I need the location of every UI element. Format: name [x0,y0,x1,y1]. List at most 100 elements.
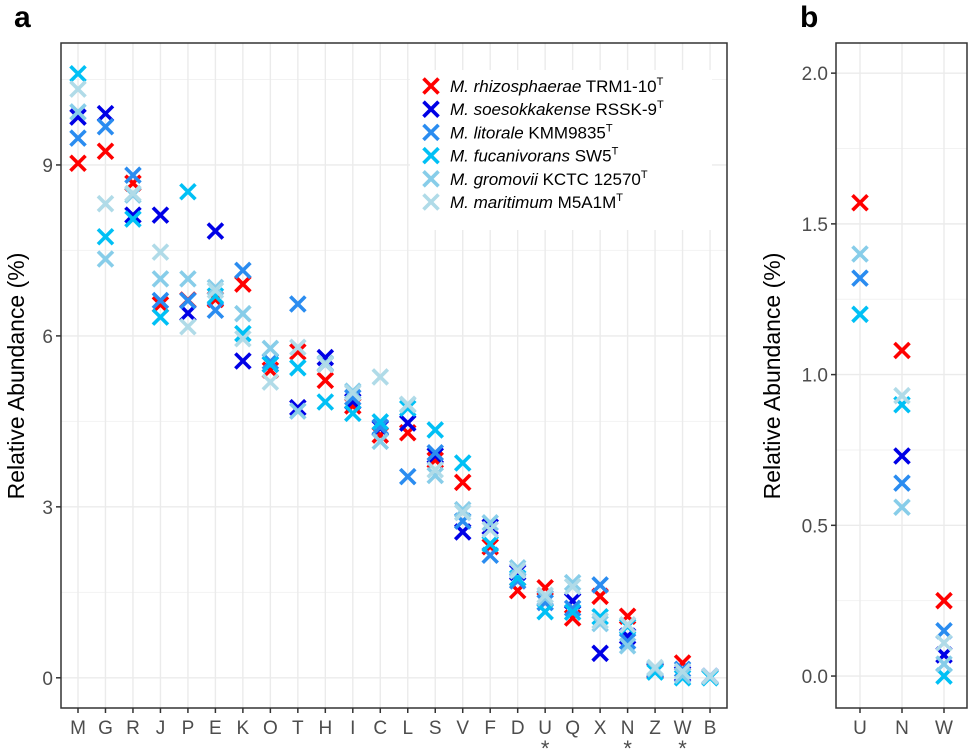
x-tick-label: B [704,718,717,739]
y-tick-label: 1.0 [802,366,828,387]
legend-species: M. litorale [450,123,524,142]
data-point [371,418,390,436]
series-6 [69,80,719,685]
marker-stroke [398,414,417,432]
data-point [618,637,637,655]
legend-item: M. rhizosphaerae TRM1-10T [422,76,664,96]
legend-species: M. gromovii [450,170,539,189]
marker-stroke [124,206,142,224]
y-tick-label: 6 [42,327,53,348]
data-point [289,359,307,377]
data-point [179,270,197,288]
data-point [69,80,87,98]
data-point [426,461,445,479]
x-tick-label: N [895,718,909,739]
marker-stroke [234,329,252,348]
data-point [371,413,390,431]
series-6 [893,386,953,652]
data-point [261,373,280,391]
x-tick-label: J [156,718,166,739]
marker-stroke [453,473,472,492]
legend-strain: KCTC 12570 [538,170,641,189]
legend: M. rhizosphaerae TRM1-10T M. soesokkakens… [410,70,712,230]
data-point [673,666,692,685]
data-point [646,663,664,681]
x-tick-label: M [70,718,86,739]
marker-stroke [426,446,445,465]
x-tick-label: T [292,718,304,739]
x-tick-label: Q [565,718,580,739]
marker-stroke [893,447,911,465]
data-point [124,206,142,224]
y-axis-a: 0 3 6 9 [42,156,61,690]
data-point [261,352,280,371]
data-point [563,603,582,622]
data-point [151,206,170,224]
marker-stroke [96,117,115,136]
marker-stroke [851,305,869,324]
data-point [851,193,869,212]
data-point [481,535,499,553]
legend-label: M. rhizosphaerae TRM1-10T [450,76,664,96]
data-point [289,338,307,357]
legend-key-icon [422,100,440,118]
marker-stroke [69,103,87,121]
x-tick-label: S [429,718,442,739]
marker-stroke [234,261,252,280]
y-tick-label: 3 [42,498,53,519]
data-point [536,586,554,604]
x-tick-label: U [538,718,552,739]
x-tick-label: X [594,718,607,739]
x-tick-label: W [935,718,953,739]
marker-stroke [591,614,609,633]
legend-key-icon [422,170,440,188]
marker-stroke [261,339,280,358]
data-point [234,352,252,370]
marker-stroke [646,658,664,677]
data-point [179,182,197,201]
legend-strain: KMM9835 [524,123,606,142]
marker-stroke [179,291,197,310]
series-5 [851,245,953,673]
marker-stroke [344,404,362,423]
data-point [701,667,719,685]
marker-stroke [234,275,252,293]
data-point [371,368,390,386]
legend-type-strain-mark: T [641,169,648,181]
legend-type-strain-mark: T [657,76,664,88]
data-point [289,343,307,361]
data-point [316,355,335,374]
marker-stroke [536,602,554,621]
marker-stroke [563,599,582,618]
data-point [96,194,115,213]
marker-stroke [371,413,390,431]
marker-stroke [179,318,197,336]
marker-stroke [398,399,417,418]
data-point [398,395,417,414]
marker-stroke [151,270,170,288]
marker-stroke [96,104,115,123]
x-tick-label: C [373,718,387,739]
marker-stroke [371,368,390,386]
data-point [426,421,445,439]
marker-stroke [398,395,417,414]
legend-species: M. soesokkakense [450,100,591,119]
data-point [591,614,609,633]
data-point [591,644,609,663]
y-axis-title-b: Relative Abundance (%) [759,253,785,500]
data-point [426,466,445,485]
legend-key-icon [422,193,440,211]
data-point [206,278,225,297]
marker-stroke [124,210,142,228]
data-point [851,269,869,287]
data-point [289,402,307,420]
data-point [289,398,307,417]
data-point [673,662,692,681]
x-tick-label: K [237,718,250,739]
marker-stroke [422,123,440,142]
data-point [124,166,142,184]
marker-stroke [96,142,115,161]
marker-stroke [261,373,280,391]
